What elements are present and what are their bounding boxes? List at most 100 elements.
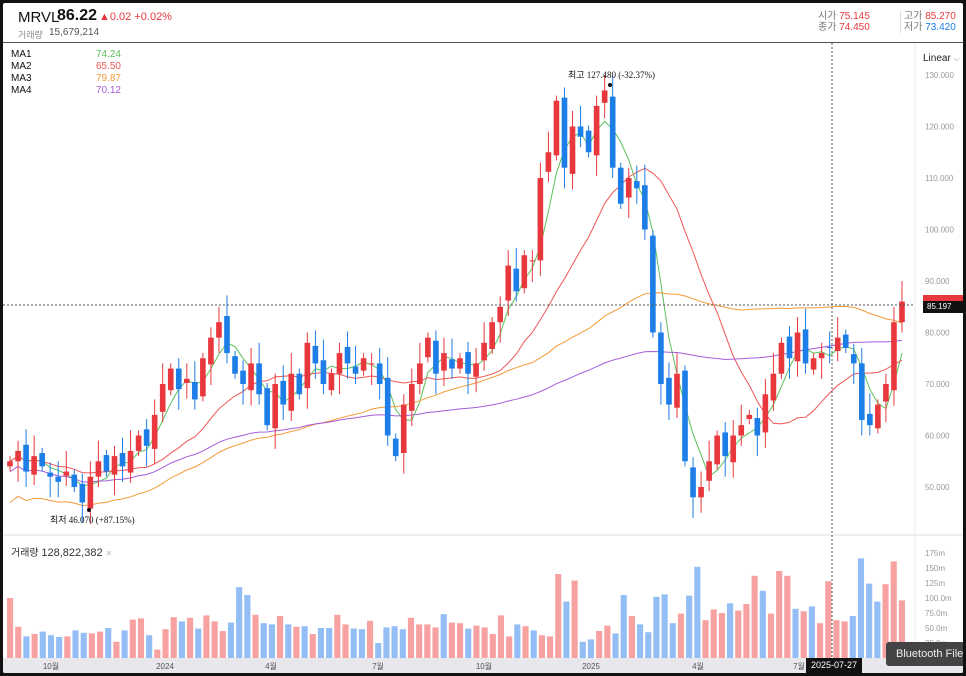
low-marker [87,508,91,512]
price-tick: 60.000 [925,432,950,441]
volume-bar [105,628,112,658]
volume-bar [350,628,357,658]
volume-bar [72,630,79,658]
candle-body [481,342,487,361]
scale-mode-dropdown[interactable]: Linear ⌵ [923,53,960,64]
volume-bar [735,610,742,658]
volume-bar [326,628,333,658]
candle-body [867,413,873,426]
high-marker [608,83,612,87]
candle-body [706,461,712,481]
price-chart[interactable]: 130.000 120.000 110.000 100.000 90.000 80.000… [3,3,963,673]
volume-bar [383,627,390,658]
candle-body [698,487,704,498]
price-tick: 100.000 [925,226,954,235]
candle-body [320,360,327,384]
volume-legend-label: 거래량 [11,548,39,559]
candle-body [802,329,809,364]
candle-body [577,126,584,137]
low-label: 저가 [904,22,923,33]
low-value: 73.420 [925,22,956,33]
volume-bar [268,624,275,658]
candle-body [79,483,86,503]
candle-body [103,455,110,472]
volume-bar [841,621,848,658]
candle-body [786,336,793,359]
candle-body [850,354,857,364]
x-tick: 4월 [265,661,277,671]
x-tick: 7월 [372,661,384,671]
volume-bar [563,601,570,658]
volume-bar [718,613,725,658]
candle-body [497,306,504,323]
volume-bar [162,629,169,658]
chart-window: 130.000 120.000 110.000 100.000 90.000 80.000… [3,3,963,673]
candle-body [87,476,94,509]
volume-bar [416,624,423,658]
open-close: 시가 75.145 종가 74.450 [818,11,870,33]
volume-bar [129,619,136,658]
ma-name: MA3 [11,73,32,84]
candle-body [746,414,753,420]
candle-body [200,358,206,397]
volume-bar [203,615,210,658]
volume-tick: 175m [925,549,945,558]
volume-bar [571,580,578,658]
chevron-down-icon: ⌵ [953,54,960,63]
volume-bar [47,635,55,658]
close-icon[interactable]: ✕ [105,549,113,558]
volume-bar [612,633,619,658]
candle-body [690,467,696,498]
price-change: ▲0.02 +0.02% [99,11,172,23]
volume-bar [538,635,545,658]
volume-bar [334,614,341,658]
candle-body [666,377,672,405]
candle-body [312,345,319,364]
high-annotation: 최고 127.480 (-32.37%) [568,70,655,80]
candle-body [167,368,174,391]
candle-body [714,435,720,465]
symbol: MRVL [18,9,60,26]
price-tick: 130.000 [925,71,954,80]
volume-bar [800,611,807,658]
candle-body [826,346,833,348]
candle-body [778,342,785,374]
volume-bar [890,561,897,658]
volume-bar [497,615,505,658]
volume-bar [677,613,685,658]
volume-bar [604,625,611,658]
volume-bar [776,571,783,658]
candle-body [408,384,415,411]
open-value: 75.145 [839,11,870,22]
candle-body [521,255,528,289]
volume-tick: 100.0m [925,594,952,603]
tooltip: Bluetooth File [886,642,963,666]
volume-tick: 150m [925,564,945,573]
candle-body [23,444,29,472]
volume-bar [375,643,382,658]
candle-body [368,363,375,365]
candle-body [127,450,134,473]
volume-bar [759,590,766,658]
high-low: 고가 85.270 저가 73.420 [900,11,956,33]
low-annotation: 최저 46.070 (+87.15%) [50,515,135,525]
volume-bar [686,595,693,658]
candle-body [883,384,889,402]
candle-body [392,438,399,457]
candle-body [336,353,343,374]
candle-body [505,265,512,301]
volume-bar [80,632,87,658]
candle-body [682,370,688,462]
volume-bar [121,630,128,658]
candle-body [633,181,640,189]
candle-body [208,337,214,365]
candle-body [159,384,166,412]
candle-body [232,356,238,374]
candle-body [529,260,536,262]
volume-bar [857,558,865,658]
candle-body [31,456,37,475]
volume-bar [23,636,30,658]
candle-body [465,352,471,374]
volume-bar [195,628,202,658]
volume-bar [260,623,267,658]
